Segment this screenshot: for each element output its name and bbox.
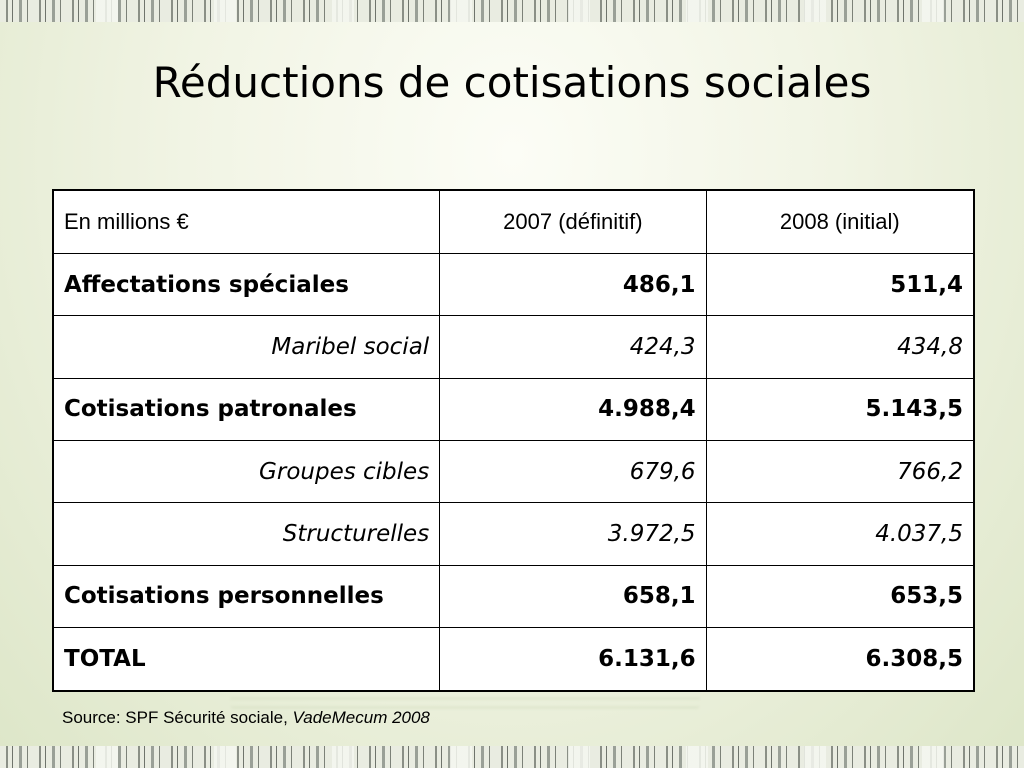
- value-2008: 4.037,5: [705, 502, 975, 566]
- source-note: Source: SPF Sécurité sociale, VadeMecum …: [62, 708, 430, 728]
- header-unit: En millions €: [52, 189, 441, 254]
- value-2007: 486,1: [439, 252, 707, 317]
- table-header-row: En millions € 2007 (définitif) 2008 (ini…: [52, 189, 975, 254]
- table-row: Structurelles 3.972,5 4.037,5: [52, 502, 975, 566]
- value-2008: 6.308,5: [705, 626, 975, 692]
- top-decorative-strip: [0, 0, 1024, 22]
- row-label: Maribel social: [52, 315, 441, 379]
- value-2008: 5.143,5: [705, 377, 975, 441]
- value-2007: 3.972,5: [439, 502, 707, 566]
- value-2008: 766,2: [705, 439, 975, 504]
- slide-title: Réductions de cotisations sociales: [152, 58, 872, 107]
- header-2007: 2007 (définitif): [439, 189, 707, 254]
- bottom-decorative-strip: [0, 746, 1024, 768]
- header-2008: 2008 (initial): [705, 189, 975, 254]
- value-2007: 6.131,6: [439, 626, 707, 692]
- table-row: Affectations spéciales 486,1 511,4: [52, 252, 975, 317]
- row-label: Affectations spéciales: [52, 252, 441, 317]
- value-2007: 4.988,4: [439, 377, 707, 441]
- value-2008: 511,4: [705, 252, 975, 317]
- table-row: Maribel social 424,3 434,8: [52, 315, 975, 379]
- source-prefix: Source: SPF Sécurité sociale,: [62, 708, 293, 727]
- row-label: Cotisations personnelles: [52, 564, 441, 628]
- row-label: Groupes cibles: [52, 439, 441, 504]
- table-row: Groupes cibles 679,6 766,2: [52, 439, 975, 504]
- value-2008: 434,8: [705, 315, 975, 379]
- source-publication: VadeMecum 2008: [292, 708, 430, 727]
- row-label: Structurelles: [52, 502, 441, 566]
- table-row: Cotisations personnelles 658,1 653,5: [52, 564, 975, 628]
- value-2008: 653,5: [705, 564, 975, 628]
- table-row: Cotisations patronales 4.988,4 5.143,5: [52, 377, 975, 441]
- row-label: Cotisations patronales: [52, 377, 441, 441]
- data-table: En millions € 2007 (définitif) 2008 (ini…: [52, 189, 975, 692]
- row-label: TOTAL: [52, 626, 441, 692]
- table-row-total: TOTAL 6.131,6 6.308,5: [52, 626, 975, 692]
- value-2007: 679,6: [439, 439, 707, 504]
- value-2007: 658,1: [439, 564, 707, 628]
- value-2007: 424,3: [439, 315, 707, 379]
